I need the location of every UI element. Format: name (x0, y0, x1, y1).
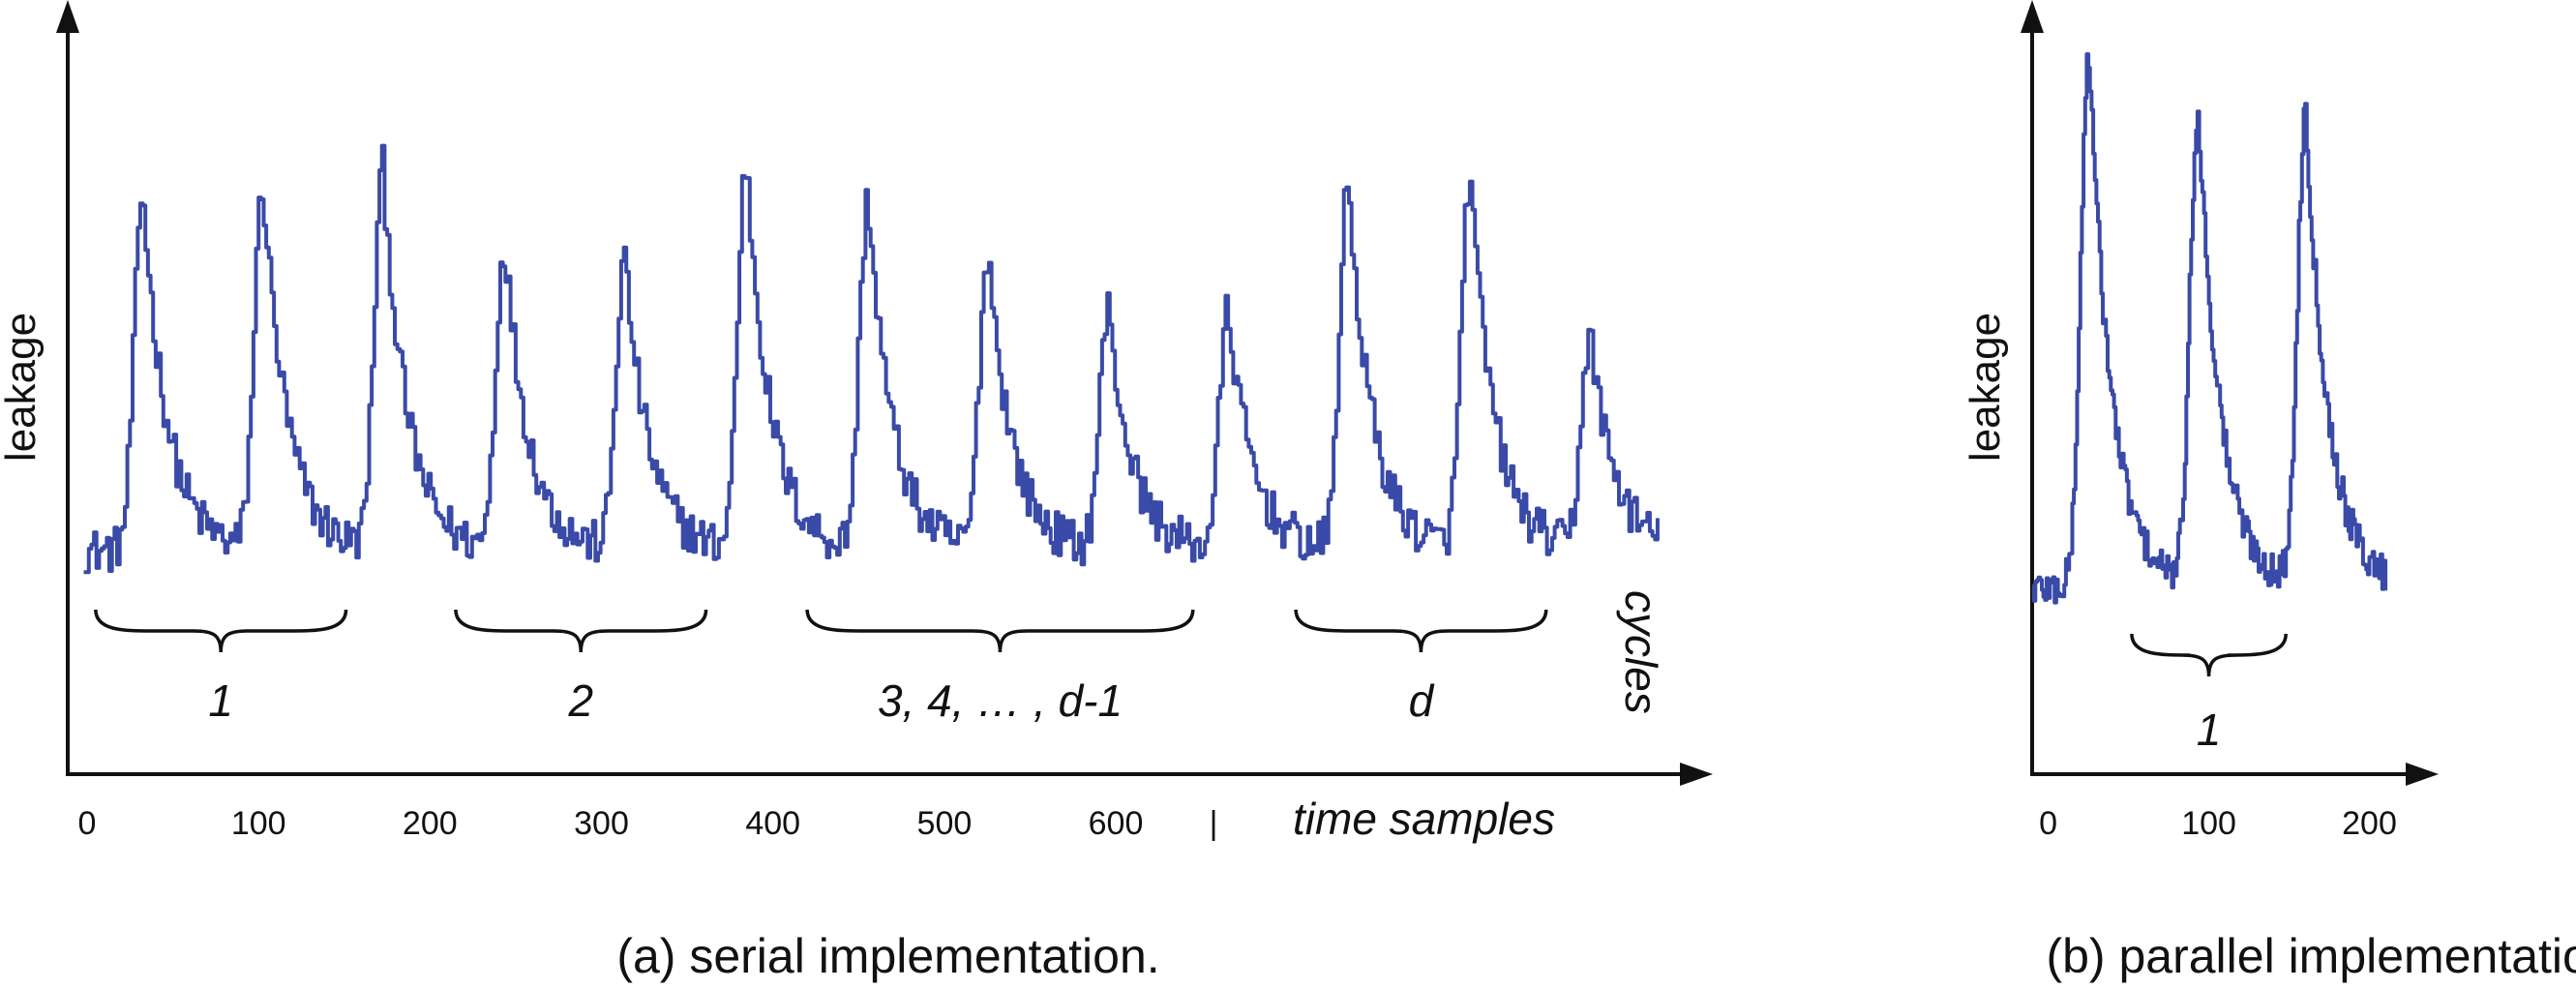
panel-b-parallel: leakage 0 100 200 1 (b) parallel implement… (1962, 0, 2576, 983)
panel-a-cycle-group-label: 1 (208, 675, 233, 726)
panel-a-cycle-group-label: 2 (568, 675, 594, 726)
panel-a-separator: | (1210, 805, 1218, 842)
panel-a-x-tick-label: 400 (745, 805, 800, 842)
panel-a-cycle-groups: 1 2 3, 4, … , d-1 d (94, 609, 1548, 726)
panel-a-cycles-label: cycles (1616, 590, 1666, 714)
panel-a-x-axis-arrowhead (1680, 763, 1713, 786)
panel-b-y-label: leakage (1962, 313, 2009, 462)
panel-a-x-tick-label: 600 (1089, 805, 1144, 842)
panel-a-cycle-brace (805, 609, 1195, 653)
panel-b-caption: (b) parallel implementation. (2046, 929, 2576, 983)
panel-a-serial: leakage 0 100 200 300 400 500 600 | time sampl… (0, 0, 1713, 983)
panel-b-x-tick-label: 200 (2342, 805, 2397, 842)
panel-a-x-tick-label: 100 (231, 805, 286, 842)
panel-b-x-axis-arrowhead (2406, 763, 2439, 786)
panel-a-x-tick-label: 300 (574, 805, 629, 842)
panel-b-cycle-groups: 1 (2130, 633, 2288, 755)
panel-a-cycle-brace (1294, 609, 1548, 653)
panel-a-cycle-group-label: 3, 4, … , d-1 (878, 675, 1123, 726)
panel-a-y-axis-arrowhead (56, 0, 79, 33)
panel-a-x-ticks: 0 100 200 300 400 500 600 (78, 805, 1144, 842)
panel-a-x-tick-label: 500 (917, 805, 973, 842)
panel-b-cycle-brace (2130, 633, 2288, 677)
panel-a-y-label: leakage (0, 313, 45, 462)
panel-b-x-ticks: 0 100 200 (2039, 805, 2397, 842)
panel-a-caption: (a) serial implementation. (616, 929, 1159, 983)
panel-b-x-tick-label: 100 (2181, 805, 2236, 842)
panel-a-cycle-brace (94, 609, 348, 653)
panel-a-cycle-group-label: d (1409, 675, 1435, 726)
panel-b-x-tick-label: 0 (2039, 805, 2057, 842)
panel-a-leakage-trace (83, 143, 1660, 575)
panel-b-cycle-group-label: 1 (2197, 704, 2222, 755)
panel-a-x-tick-label: 200 (403, 805, 458, 842)
panel-a-x-label: time samples (1293, 794, 1555, 844)
panel-a-x-tick-label: 0 (78, 805, 97, 842)
panel-a-cycle-brace (454, 609, 708, 653)
panel-b-y-axis-arrowhead (2021, 0, 2044, 33)
panel-b-leakage-trace (2031, 52, 2388, 605)
